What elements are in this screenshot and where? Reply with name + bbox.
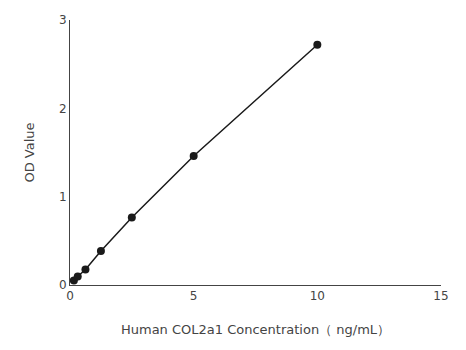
svg-text:15: 15 (433, 289, 448, 303)
svg-text:2: 2 (59, 102, 67, 116)
svg-text:Human COL2a1 Concentration（ ng: Human COL2a1 Concentration（ ng/mL） (121, 322, 390, 337)
svg-text:10: 10 (310, 289, 325, 303)
svg-text:0: 0 (59, 278, 67, 292)
svg-text:OD Value: OD Value (22, 122, 37, 182)
svg-text:3: 3 (59, 13, 67, 27)
svg-text:1: 1 (59, 190, 67, 204)
svg-text:0: 0 (66, 289, 74, 303)
svg-text:5: 5 (190, 289, 198, 303)
